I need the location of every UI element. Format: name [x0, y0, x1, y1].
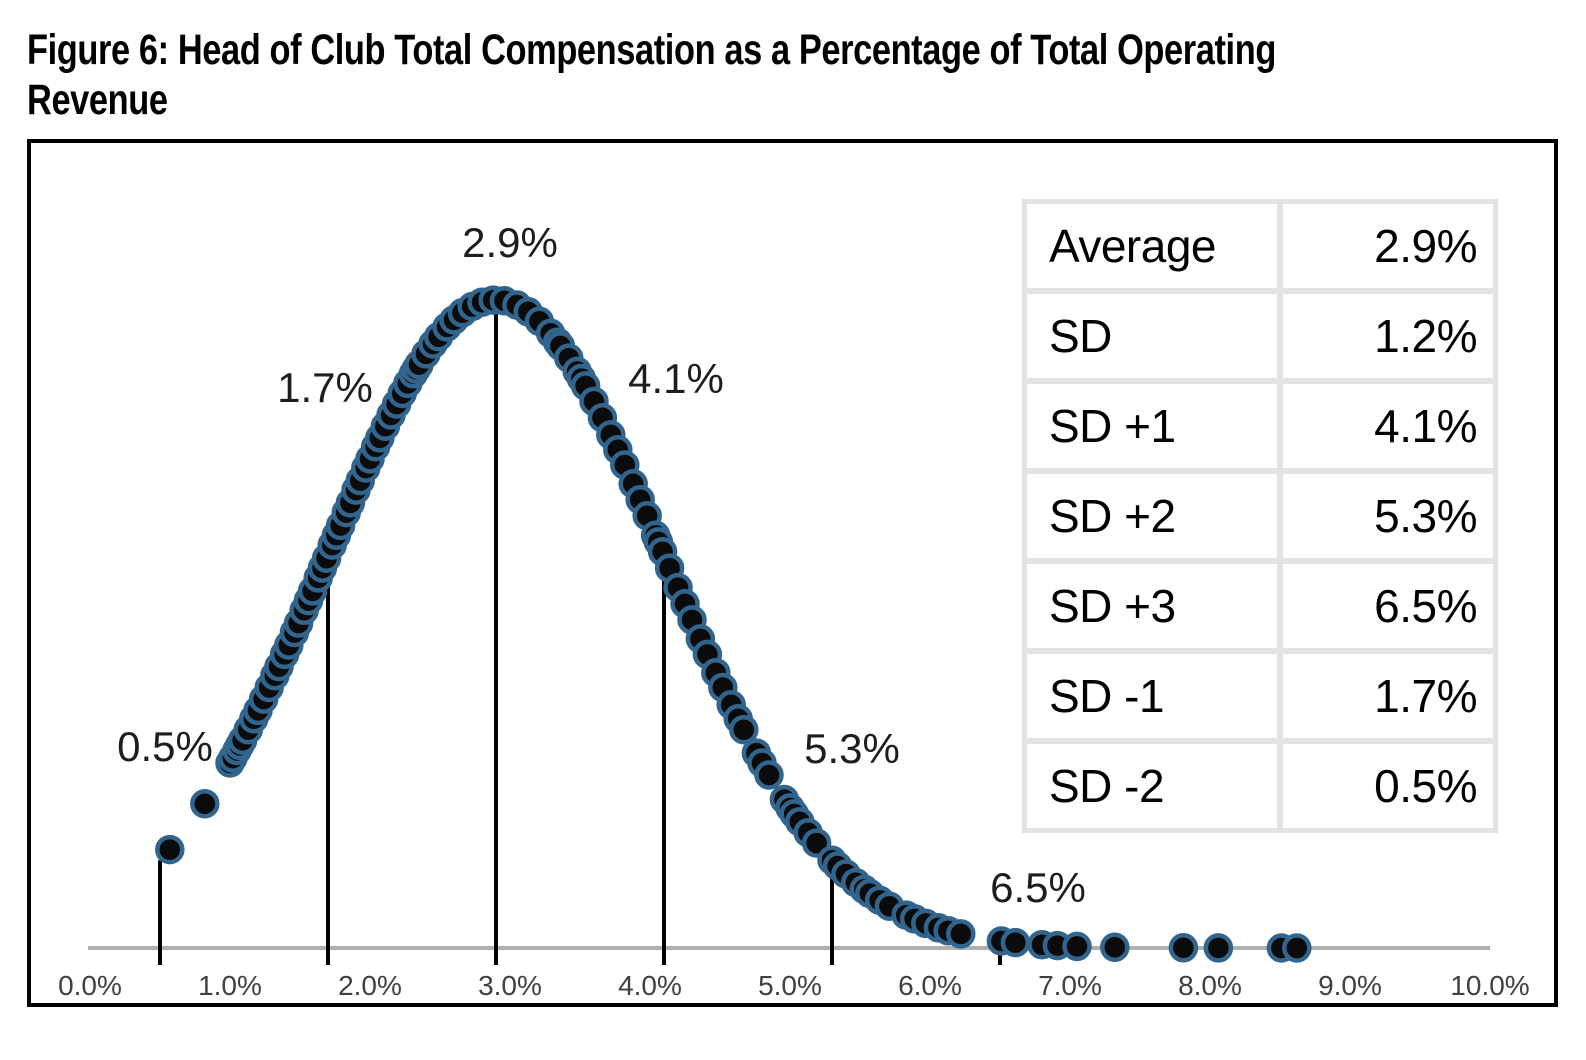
stats-row-label: SD +1	[1027, 384, 1277, 468]
curve-annotation: 0.5%	[117, 723, 213, 770]
stats-row-value: 1.2%	[1283, 294, 1493, 378]
scatter-point	[1282, 933, 1312, 963]
scatter-point	[1168, 933, 1199, 963]
curve-annotation: 5.3%	[804, 725, 900, 772]
scatter-point	[946, 919, 976, 949]
stats-row-label: SD +2	[1027, 474, 1277, 558]
x-axis-tick-label: 7.0%	[1038, 970, 1102, 1001]
stats-row-value: 0.5%	[1283, 744, 1493, 828]
x-axis-tick-label: 9.0%	[1318, 970, 1382, 1001]
chart-panel: 0.0% 1.0% 2.0% 3.0% 4.0% 5.0% 6.0% 7.0% 8.0% 9.0%…	[27, 139, 1558, 1007]
scatter-point	[155, 834, 185, 865]
x-axis-tick-label: 1.0%	[198, 970, 262, 1001]
stats-row-label: Average	[1027, 204, 1277, 288]
figure-title-line1: Figure 6: Head of Club Total Compensatio…	[27, 26, 1276, 74]
stats-row-value: 1.7%	[1283, 654, 1493, 738]
curve-annotation: 1.7%	[277, 364, 373, 411]
figure-title: Figure 6: Head of Club Total Compensatio…	[27, 26, 1276, 126]
curve-annotation: 4.1%	[628, 355, 724, 402]
stats-row-value: 4.1%	[1283, 384, 1493, 468]
stats-row-label: SD -1	[1027, 654, 1277, 738]
scatter-point	[1000, 927, 1031, 958]
x-axis-tick-label: 6.0%	[898, 970, 962, 1001]
stats-row-value: 2.9%	[1283, 204, 1493, 288]
curve-annotation: 6.5%	[990, 864, 1086, 911]
bell-curve-scatter-chart: 0.0% 1.0% 2.0% 3.0% 4.0% 5.0% 6.0% 7.0% 8.0% 9.0%…	[58, 219, 1530, 1001]
stats-row-value: 6.5%	[1283, 564, 1493, 648]
x-axis-tick-label: 4.0%	[618, 970, 682, 1001]
x-axis-tick-label: 10.0%	[1450, 970, 1529, 1001]
scatter-point	[1203, 933, 1234, 963]
scatter-point	[754, 760, 784, 790]
scatter-point	[729, 714, 759, 745]
x-axis-tick-label: 3.0%	[478, 970, 542, 1001]
x-axis-tick-label: 2.0%	[338, 970, 402, 1001]
x-axis-tick-label: 0.0%	[58, 970, 122, 1001]
stats-row-label: SD	[1027, 294, 1277, 378]
stats-row-label: SD -2	[1027, 744, 1277, 828]
scatter-point	[1100, 932, 1130, 963]
curve-annotation: 2.9%	[462, 219, 558, 266]
stats-table: Average 2.9% SD 1.2% SD +1 4.1% SD +2 5.3% SD +3…	[1022, 199, 1498, 833]
stats-row-label: SD +3	[1027, 564, 1277, 648]
x-axis-tick-label: 8.0%	[1178, 970, 1242, 1001]
scatter-point	[1062, 931, 1092, 962]
figure-title-line2: Revenue	[27, 75, 168, 124]
scatter-point	[190, 788, 220, 819]
x-axis-tick-label: 5.0%	[758, 970, 822, 1001]
stats-row-value: 5.3%	[1283, 474, 1493, 558]
